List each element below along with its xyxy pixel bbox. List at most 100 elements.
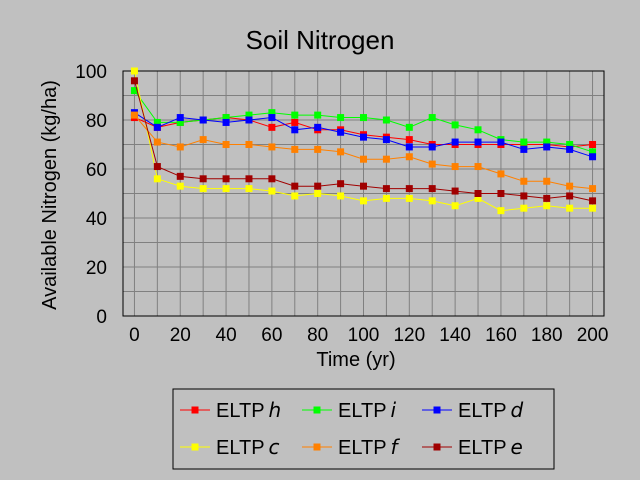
- data-point: [199, 185, 207, 193]
- legend-item-c: ELTP c: [180, 435, 280, 459]
- x-tick-label: 0: [129, 325, 140, 346]
- data-point: [543, 143, 551, 151]
- data-point: [153, 118, 161, 126]
- data-point: [291, 145, 299, 153]
- data-point: [245, 175, 253, 183]
- data-point: [337, 114, 345, 122]
- data-point: [268, 187, 276, 195]
- legend-subscript: f: [391, 435, 401, 459]
- x-tick-label: 140: [439, 325, 471, 346]
- legend-subscript: i: [391, 398, 397, 422]
- data-point: [451, 187, 459, 195]
- data-point: [497, 138, 505, 146]
- x-tick-label: 80: [307, 325, 328, 346]
- data-point: [543, 138, 551, 146]
- data-point: [520, 145, 528, 153]
- data-point: [451, 163, 459, 171]
- data-point: [130, 111, 138, 119]
- data-point: [405, 194, 413, 202]
- data-point: [474, 138, 482, 146]
- data-point: [566, 141, 574, 148]
- data-point: [428, 160, 436, 168]
- data-point: [291, 192, 299, 200]
- legend-item-d: ELTP d: [422, 398, 524, 422]
- data-point: [176, 182, 184, 190]
- plot-border: [122, 70, 605, 317]
- legend-label: ELTP d: [458, 398, 524, 422]
- data-point: [360, 182, 367, 190]
- data-point: [268, 114, 276, 122]
- series-d: [130, 109, 597, 161]
- data-point: [153, 123, 161, 131]
- data-point: [566, 182, 574, 190]
- x-tick-label: 120: [393, 325, 425, 346]
- data-point: [405, 185, 413, 193]
- data-point: [566, 192, 574, 200]
- data-point: [245, 116, 253, 124]
- data-point: [589, 148, 597, 156]
- data-point: [405, 153, 413, 161]
- data-point: [428, 197, 436, 205]
- x-tick-label: 200: [577, 325, 609, 346]
- y-tick-label: 40: [86, 209, 107, 230]
- data-point: [360, 197, 367, 205]
- x-tick-label: 60: [261, 325, 282, 346]
- data-point: [474, 163, 482, 171]
- legend-name: ELTP: [216, 400, 265, 422]
- legend-marker: [191, 406, 199, 414]
- plot-area: 0 20 40 60 80 100 0 20 40 60 80 100 120 140 160 180 200: [75, 62, 608, 346]
- data-point: [153, 175, 161, 183]
- legend-item-h: ELTP h: [180, 398, 281, 422]
- y-tick-label: 0: [96, 307, 107, 328]
- data-point: [520, 204, 528, 212]
- data-point: [222, 141, 230, 148]
- data-point: [245, 185, 253, 193]
- data-point: [382, 155, 390, 163]
- data-point: [405, 143, 413, 151]
- legend-subscript: d: [511, 398, 524, 422]
- legend-name: ELTP: [458, 437, 507, 459]
- legend-marker: [191, 443, 199, 451]
- data-point: [268, 123, 276, 131]
- x-tick-label: 20: [170, 325, 191, 346]
- data-point: [474, 194, 482, 202]
- data-point: [589, 141, 597, 148]
- series-f: [130, 111, 597, 193]
- data-point: [176, 172, 184, 180]
- y-tick-label: 60: [86, 160, 107, 181]
- y-tick-label: 80: [86, 111, 107, 132]
- data-point: [222, 114, 230, 122]
- data-point: [222, 175, 230, 183]
- data-point: [176, 118, 184, 126]
- data-point: [199, 136, 207, 144]
- data-point: [382, 116, 390, 124]
- data-point: [268, 109, 276, 117]
- data-point: [497, 207, 505, 215]
- legend-item-i: ELTP i: [302, 398, 397, 422]
- data-point: [451, 121, 459, 129]
- data-point: [360, 114, 367, 122]
- data-point: [405, 123, 413, 131]
- data-point: [337, 148, 345, 156]
- legend-marker: [433, 443, 441, 451]
- legend-name: ELTP: [338, 437, 387, 459]
- data-point: [428, 143, 436, 151]
- data-point: [543, 177, 551, 185]
- data-point: [199, 116, 207, 124]
- data-point: [520, 177, 528, 185]
- data-point: [382, 194, 390, 202]
- data-point: [268, 175, 276, 183]
- legend-item-f: ELTP f: [302, 435, 401, 459]
- data-point: [589, 204, 597, 212]
- legend-label: ELTP h: [216, 398, 281, 422]
- series-c: [130, 67, 597, 215]
- data-point: [130, 77, 138, 85]
- data-point: [497, 190, 505, 197]
- data-point: [314, 111, 322, 119]
- data-point: [130, 87, 138, 95]
- data-point: [360, 133, 367, 141]
- data-point: [451, 138, 459, 146]
- legend-label: ELTP c: [216, 435, 280, 459]
